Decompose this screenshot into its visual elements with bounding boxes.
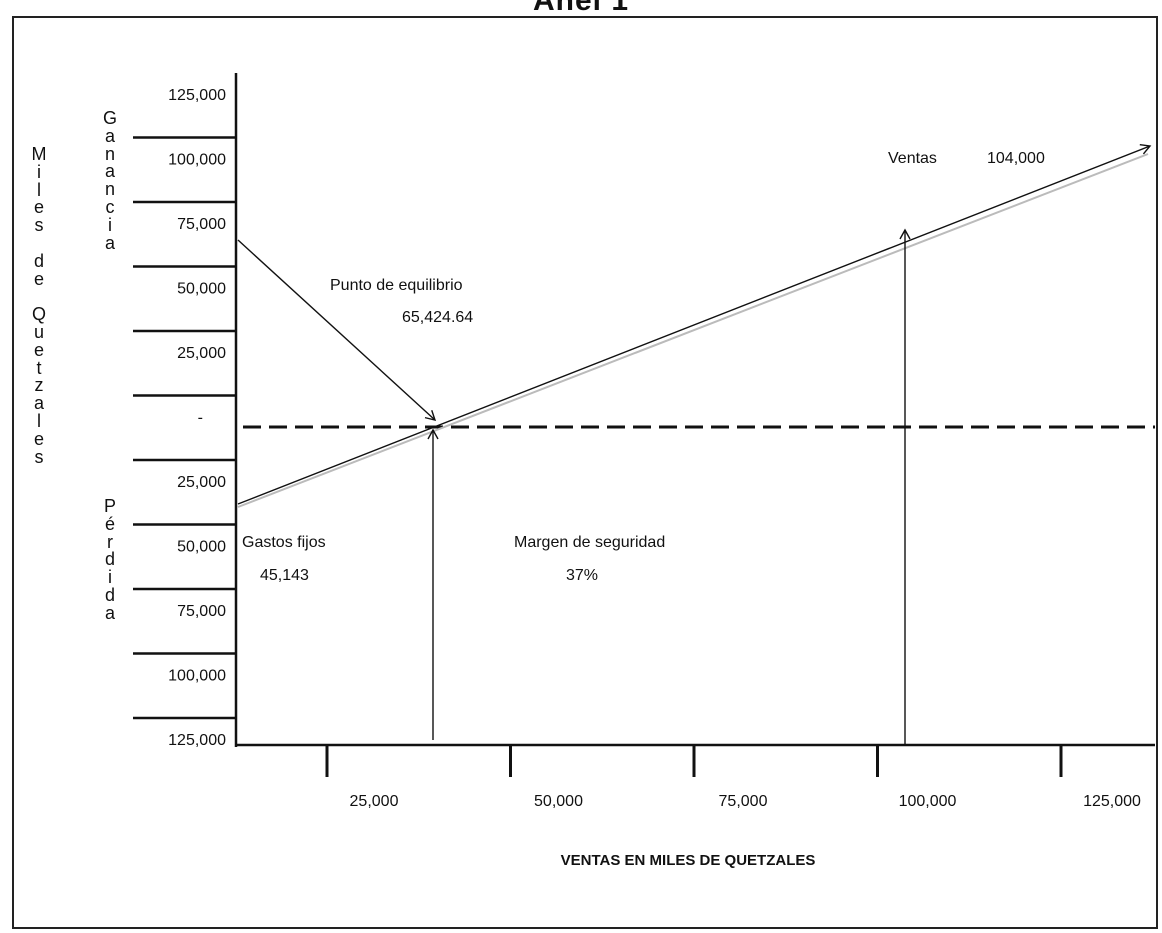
y-tick-label: -: [198, 410, 203, 427]
equilibrio-label: Punto de equilibrio: [330, 277, 463, 294]
y-tick-label: 100,000: [168, 668, 226, 685]
x-axis-label: VENTAS EN MILES DE QUETZALES: [561, 852, 816, 869]
x-ticks: 25,000 50,000 75,000 100,000 125,000: [325, 745, 1141, 810]
axes: [234, 73, 1155, 747]
y-ticks: 125,000 100,000 75,000 50,000 25,000 - 25,000 5…: [133, 87, 236, 749]
gastos-fijos-label: Gastos fijos: [242, 534, 326, 551]
page-title: Anel 1: [532, 0, 630, 17]
y-tick-label: 75,000: [177, 603, 226, 620]
chart-frame: [12, 16, 1158, 929]
x-tick-label: 50,000: [534, 793, 583, 810]
equilibrio-value: 65,424.64: [402, 309, 473, 326]
y-tick-label: 50,000: [177, 539, 226, 556]
y-tick-label: 125,000: [168, 732, 226, 749]
equilibrio-pointer-arrow: [237, 239, 437, 421]
x-tick-label: 100,000: [899, 793, 957, 810]
ventas-label: Ventas: [888, 150, 937, 167]
y-tick-label: 75,000: [177, 216, 226, 233]
y-tick-label: 25,000: [177, 345, 226, 362]
y-tick-label: 125,000: [168, 87, 226, 104]
x-tick-label: 75,000: [719, 793, 768, 810]
y-tick-label: 100,000: [168, 152, 226, 169]
ventas-value: 104,000: [987, 150, 1045, 167]
y-tick-label: 50,000: [177, 281, 226, 298]
x-tick-label: 125,000: [1083, 793, 1141, 810]
ventas-line: [237, 143, 1152, 505]
gastos-fijos-value: 45,143: [260, 567, 309, 584]
ventas-line-shadow: [237, 153, 1149, 508]
y-tick-label: 25,000: [177, 474, 226, 491]
margen-value: 37%: [566, 567, 598, 584]
x-tick-label: 25,000: [350, 793, 399, 810]
margen-label: Margen de seguridad: [514, 534, 665, 551]
